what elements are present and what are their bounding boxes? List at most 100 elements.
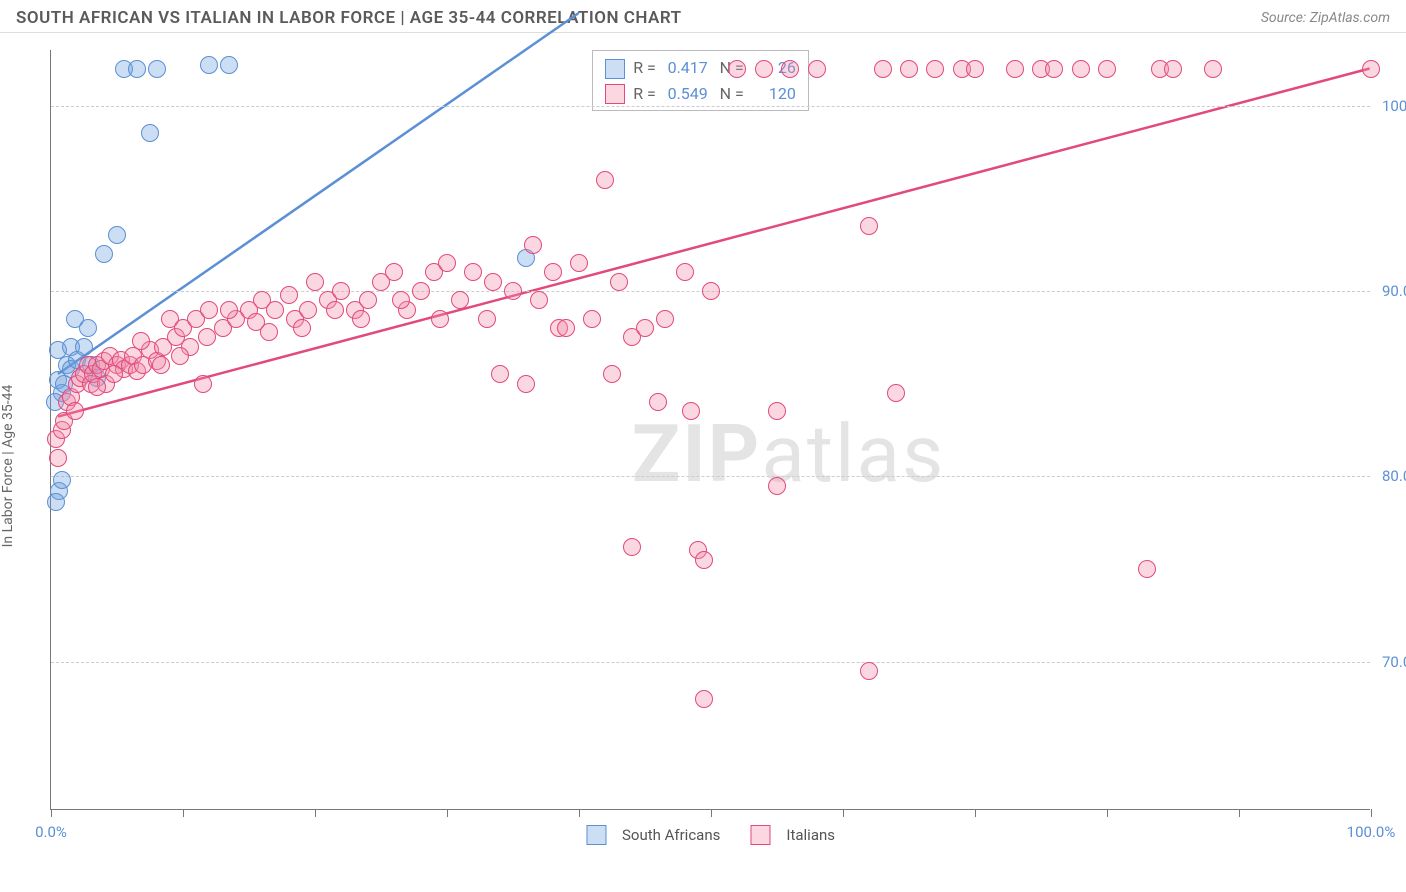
- scatter-point: [299, 301, 317, 319]
- scatter-point: [1098, 60, 1116, 78]
- y-tick-label: 100.0%: [1372, 97, 1406, 115]
- scatter-point: [1138, 560, 1156, 578]
- legend-swatch: [605, 84, 625, 104]
- scatter-point: [49, 449, 67, 467]
- scatter-point: [79, 319, 97, 337]
- chart-title: SOUTH AFRICAN VS ITALIAN IN LABOR FORCE …: [16, 8, 682, 28]
- scatter-point: [438, 254, 456, 272]
- gridline: [51, 106, 1370, 107]
- watermark: ZIPatlas: [632, 407, 945, 501]
- legend-r-value: 0.549: [660, 81, 708, 107]
- x-tick: [579, 809, 580, 817]
- scatter-point: [755, 60, 773, 78]
- scatter-point: [128, 60, 146, 78]
- legend-r-value: 0.417: [660, 55, 708, 81]
- legend-row: R = 0.549 N = 120: [605, 81, 796, 107]
- scatter-point: [280, 286, 298, 304]
- legend-n-label: N =: [720, 84, 744, 103]
- legend-series-name: Italians: [786, 826, 835, 844]
- x-tick: [183, 809, 184, 817]
- scatter-point: [171, 347, 189, 365]
- scatter-point: [781, 60, 799, 78]
- scatter-point: [860, 662, 878, 680]
- scatter-point: [464, 263, 482, 281]
- scatter-point: [544, 263, 562, 281]
- legend-series-name: South Africans: [622, 826, 720, 844]
- x-tick: [1371, 809, 1372, 817]
- y-tick-label: 90.0%: [1372, 282, 1406, 300]
- scatter-point: [623, 538, 641, 556]
- x-tick: [843, 809, 844, 817]
- legend-swatch: [750, 825, 770, 845]
- scatter-point: [478, 310, 496, 328]
- plot-region: ZIPatlas R = 0.417 N = 26R = 0.549 N = 1…: [50, 50, 1370, 810]
- scatter-point: [431, 310, 449, 328]
- scatter-point: [132, 332, 150, 350]
- scatter-point: [306, 273, 324, 291]
- x-tick: [711, 809, 712, 817]
- x-tick: [51, 809, 52, 817]
- scatter-point: [1045, 60, 1063, 78]
- scatter-point: [530, 291, 548, 309]
- scatter-point: [596, 171, 614, 189]
- scatter-point: [1362, 60, 1380, 78]
- scatter-point: [491, 365, 509, 383]
- scatter-point: [88, 378, 106, 396]
- scatter-point: [557, 319, 575, 337]
- scatter-point: [75, 338, 93, 356]
- scatter-point: [874, 60, 892, 78]
- scatter-point: [926, 60, 944, 78]
- scatter-point: [610, 273, 628, 291]
- legend-item: South Africans: [586, 825, 720, 845]
- scatter-point: [1204, 60, 1222, 78]
- x-tick: [1239, 809, 1240, 817]
- scatter-point: [385, 263, 403, 281]
- scatter-point: [695, 690, 713, 708]
- scatter-point: [570, 254, 588, 272]
- scatter-point: [108, 226, 126, 244]
- scatter-point: [900, 60, 918, 78]
- scatter-point: [451, 291, 469, 309]
- x-tick: [975, 809, 976, 817]
- scatter-point: [326, 301, 344, 319]
- scatter-point: [66, 402, 84, 420]
- scatter-point: [260, 323, 278, 341]
- scatter-point: [266, 301, 284, 319]
- scatter-point: [768, 477, 786, 495]
- scatter-point: [583, 310, 601, 328]
- scatter-point: [524, 236, 542, 254]
- scatter-point: [656, 310, 674, 328]
- x-tick: [315, 809, 316, 817]
- scatter-point: [695, 551, 713, 569]
- scatter-point: [105, 365, 123, 383]
- y-axis-label: In Labor Force | Age 35-44: [0, 385, 16, 548]
- scatter-point: [676, 263, 694, 281]
- watermark-light: atlas: [761, 407, 945, 501]
- scatter-point: [200, 301, 218, 319]
- scatter-point: [636, 319, 654, 337]
- scatter-point: [332, 282, 350, 300]
- scatter-point: [603, 365, 621, 383]
- y-tick-label: 70.0%: [1372, 653, 1406, 671]
- scatter-point: [1072, 60, 1090, 78]
- scatter-point: [728, 60, 746, 78]
- scatter-point: [768, 402, 786, 420]
- scatter-point: [412, 282, 430, 300]
- scatter-point: [152, 356, 170, 374]
- scatter-point: [504, 282, 522, 300]
- scatter-point: [194, 375, 212, 393]
- legend-n-value: 120: [748, 81, 796, 107]
- scatter-point: [484, 273, 502, 291]
- y-tick-label: 80.0%: [1372, 467, 1406, 485]
- watermark-bold: ZIP: [632, 407, 762, 501]
- chart-area: In Labor Force | Age 35-44 ZIPatlas R = …: [0, 40, 1406, 892]
- scatter-point: [200, 56, 218, 74]
- legend-item: Italians: [750, 825, 835, 845]
- scatter-point: [198, 328, 216, 346]
- legend-r-label: R =: [633, 58, 656, 77]
- scatter-point: [47, 493, 65, 511]
- scatter-point: [220, 56, 238, 74]
- scatter-point: [95, 245, 113, 263]
- series-legend: South Africans Italians: [586, 825, 835, 845]
- scatter-point: [148, 60, 166, 78]
